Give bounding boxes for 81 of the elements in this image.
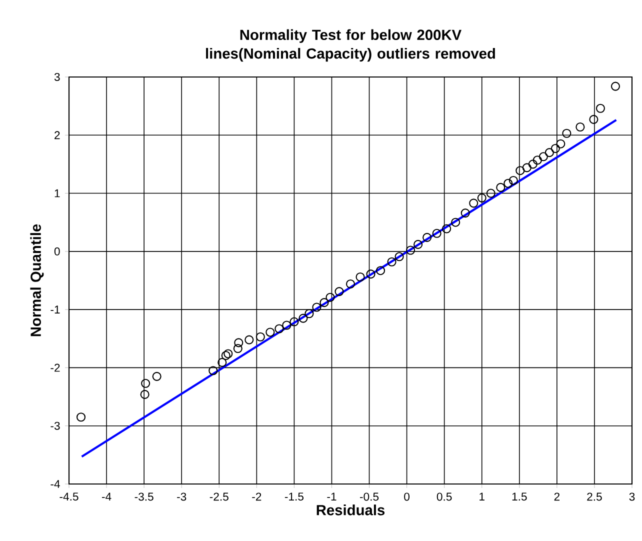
y-tick-label: -3 <box>50 422 60 430</box>
point <box>394 252 404 262</box>
point <box>469 198 478 208</box>
point <box>320 298 329 308</box>
y-axis-title: Normal Quantile <box>30 224 44 336</box>
point <box>221 350 230 360</box>
point <box>528 160 538 169</box>
point <box>224 349 233 358</box>
x-tick-label: -2 <box>252 492 262 501</box>
point <box>312 302 322 312</box>
point <box>152 372 162 381</box>
point <box>516 166 525 176</box>
point <box>562 128 572 138</box>
x-tick-label: 0 <box>404 492 410 501</box>
point <box>504 178 513 188</box>
y-tick-label: 2 <box>54 131 60 140</box>
point <box>442 224 452 234</box>
x-tick-label: -3.5 <box>134 492 154 501</box>
point <box>451 218 460 227</box>
x-tick-label: 1 <box>480 492 484 500</box>
x-tick-label: 1.5 <box>512 492 527 501</box>
point <box>406 246 416 255</box>
point <box>326 292 335 302</box>
point <box>460 208 470 218</box>
point <box>596 104 605 113</box>
x-tick-label: -4.5 <box>60 492 78 501</box>
point <box>522 163 532 172</box>
point <box>141 378 150 388</box>
point <box>140 390 150 399</box>
point <box>532 156 542 165</box>
x-tick-label: -4 <box>102 492 112 500</box>
point <box>208 366 218 376</box>
point <box>290 317 299 326</box>
point <box>244 335 254 344</box>
point <box>266 328 275 337</box>
point <box>414 240 423 249</box>
point <box>544 148 554 158</box>
point <box>576 122 585 132</box>
point <box>496 182 506 192</box>
y-tick-label: -1 <box>50 306 60 314</box>
point <box>538 152 548 162</box>
x-tick-label: -1.5 <box>284 492 304 501</box>
point <box>550 144 560 154</box>
point <box>234 338 244 348</box>
point <box>556 139 566 148</box>
x-tick-label: -2.5 <box>210 492 228 501</box>
y-tick-label: -2 <box>50 364 60 372</box>
x-tick-label: -0.5 <box>360 492 379 501</box>
x-tick-label: 3 <box>629 492 635 501</box>
x-tick-label: 2.5 <box>587 492 602 501</box>
y-tick-label: 0 <box>54 247 60 256</box>
point <box>218 358 227 367</box>
point <box>76 412 86 422</box>
point <box>334 287 344 296</box>
point <box>346 279 356 289</box>
point <box>610 82 620 91</box>
point <box>422 232 432 242</box>
x-tick-label: -1 <box>327 492 336 500</box>
point <box>356 272 365 282</box>
point <box>432 228 442 238</box>
y-tick-label: 3 <box>54 72 60 81</box>
point <box>376 266 386 276</box>
x-tick-label: -3 <box>177 492 186 501</box>
point <box>486 188 496 198</box>
x-axis-title: Residuals <box>316 504 385 516</box>
point <box>298 314 308 323</box>
point <box>274 324 284 334</box>
x-tick-label: 2 <box>554 492 560 501</box>
point <box>508 176 518 186</box>
point <box>233 344 242 354</box>
point <box>387 257 396 266</box>
x-tick-label: 0.5 <box>436 492 452 501</box>
chart-title: Normality Test for below 200KV lines(Nominal Capacity) outliers removed <box>206 29 495 62</box>
point <box>477 193 486 202</box>
point <box>282 320 292 330</box>
y-tick-label: -4 <box>50 480 60 488</box>
y-tick-label: 1 <box>54 189 60 198</box>
point <box>256 332 265 342</box>
point <box>589 114 598 124</box>
point <box>366 270 376 279</box>
point <box>304 309 314 318</box>
